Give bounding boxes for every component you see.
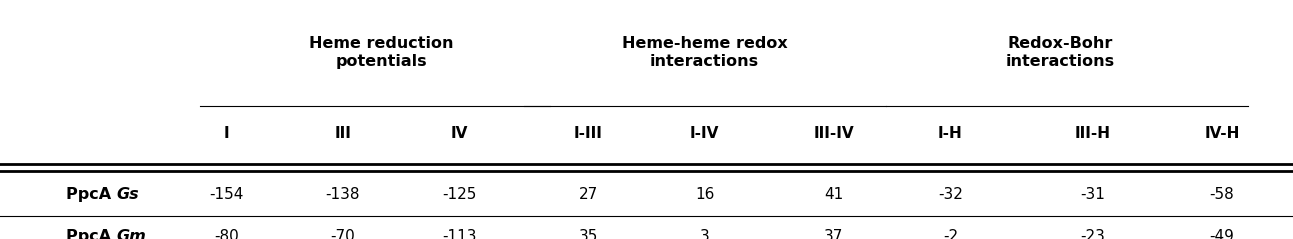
Text: -49: -49 <box>1209 229 1235 239</box>
Text: -23: -23 <box>1080 229 1106 239</box>
Text: Gm: Gm <box>116 229 146 239</box>
Text: -31: -31 <box>1080 187 1106 202</box>
Text: -2: -2 <box>943 229 958 239</box>
Text: -113: -113 <box>442 229 476 239</box>
Text: PpcA: PpcA <box>66 229 116 239</box>
Text: -70: -70 <box>330 229 356 239</box>
Text: I-IV: I-IV <box>690 126 719 141</box>
Text: I-H: I-H <box>937 126 963 141</box>
Text: -80: -80 <box>213 229 239 239</box>
Text: -138: -138 <box>326 187 359 202</box>
Text: Heme-heme redox
interactions: Heme-heme redox interactions <box>622 36 787 69</box>
Text: PpcA: PpcA <box>66 187 116 202</box>
Text: III-H: III-H <box>1074 126 1111 141</box>
Text: 37: 37 <box>825 229 843 239</box>
Text: 16: 16 <box>696 187 714 202</box>
Text: -154: -154 <box>209 187 243 202</box>
Text: 27: 27 <box>579 187 597 202</box>
Text: 3: 3 <box>700 229 710 239</box>
Text: Gs: Gs <box>116 187 138 202</box>
Text: -32: -32 <box>937 187 963 202</box>
Text: Redox-Bohr
interactions: Redox-Bohr interactions <box>1006 36 1115 69</box>
Text: 41: 41 <box>825 187 843 202</box>
Text: I-III: I-III <box>574 126 603 141</box>
Text: IV-H: IV-H <box>1204 126 1240 141</box>
Text: -125: -125 <box>442 187 476 202</box>
Text: 35: 35 <box>579 229 597 239</box>
Text: I: I <box>224 126 229 141</box>
Text: Heme reduction
potentials: Heme reduction potentials <box>309 36 454 69</box>
Text: III-IV: III-IV <box>813 126 855 141</box>
Text: -58: -58 <box>1209 187 1235 202</box>
Text: IV: IV <box>450 126 468 141</box>
Text: III: III <box>334 126 352 141</box>
